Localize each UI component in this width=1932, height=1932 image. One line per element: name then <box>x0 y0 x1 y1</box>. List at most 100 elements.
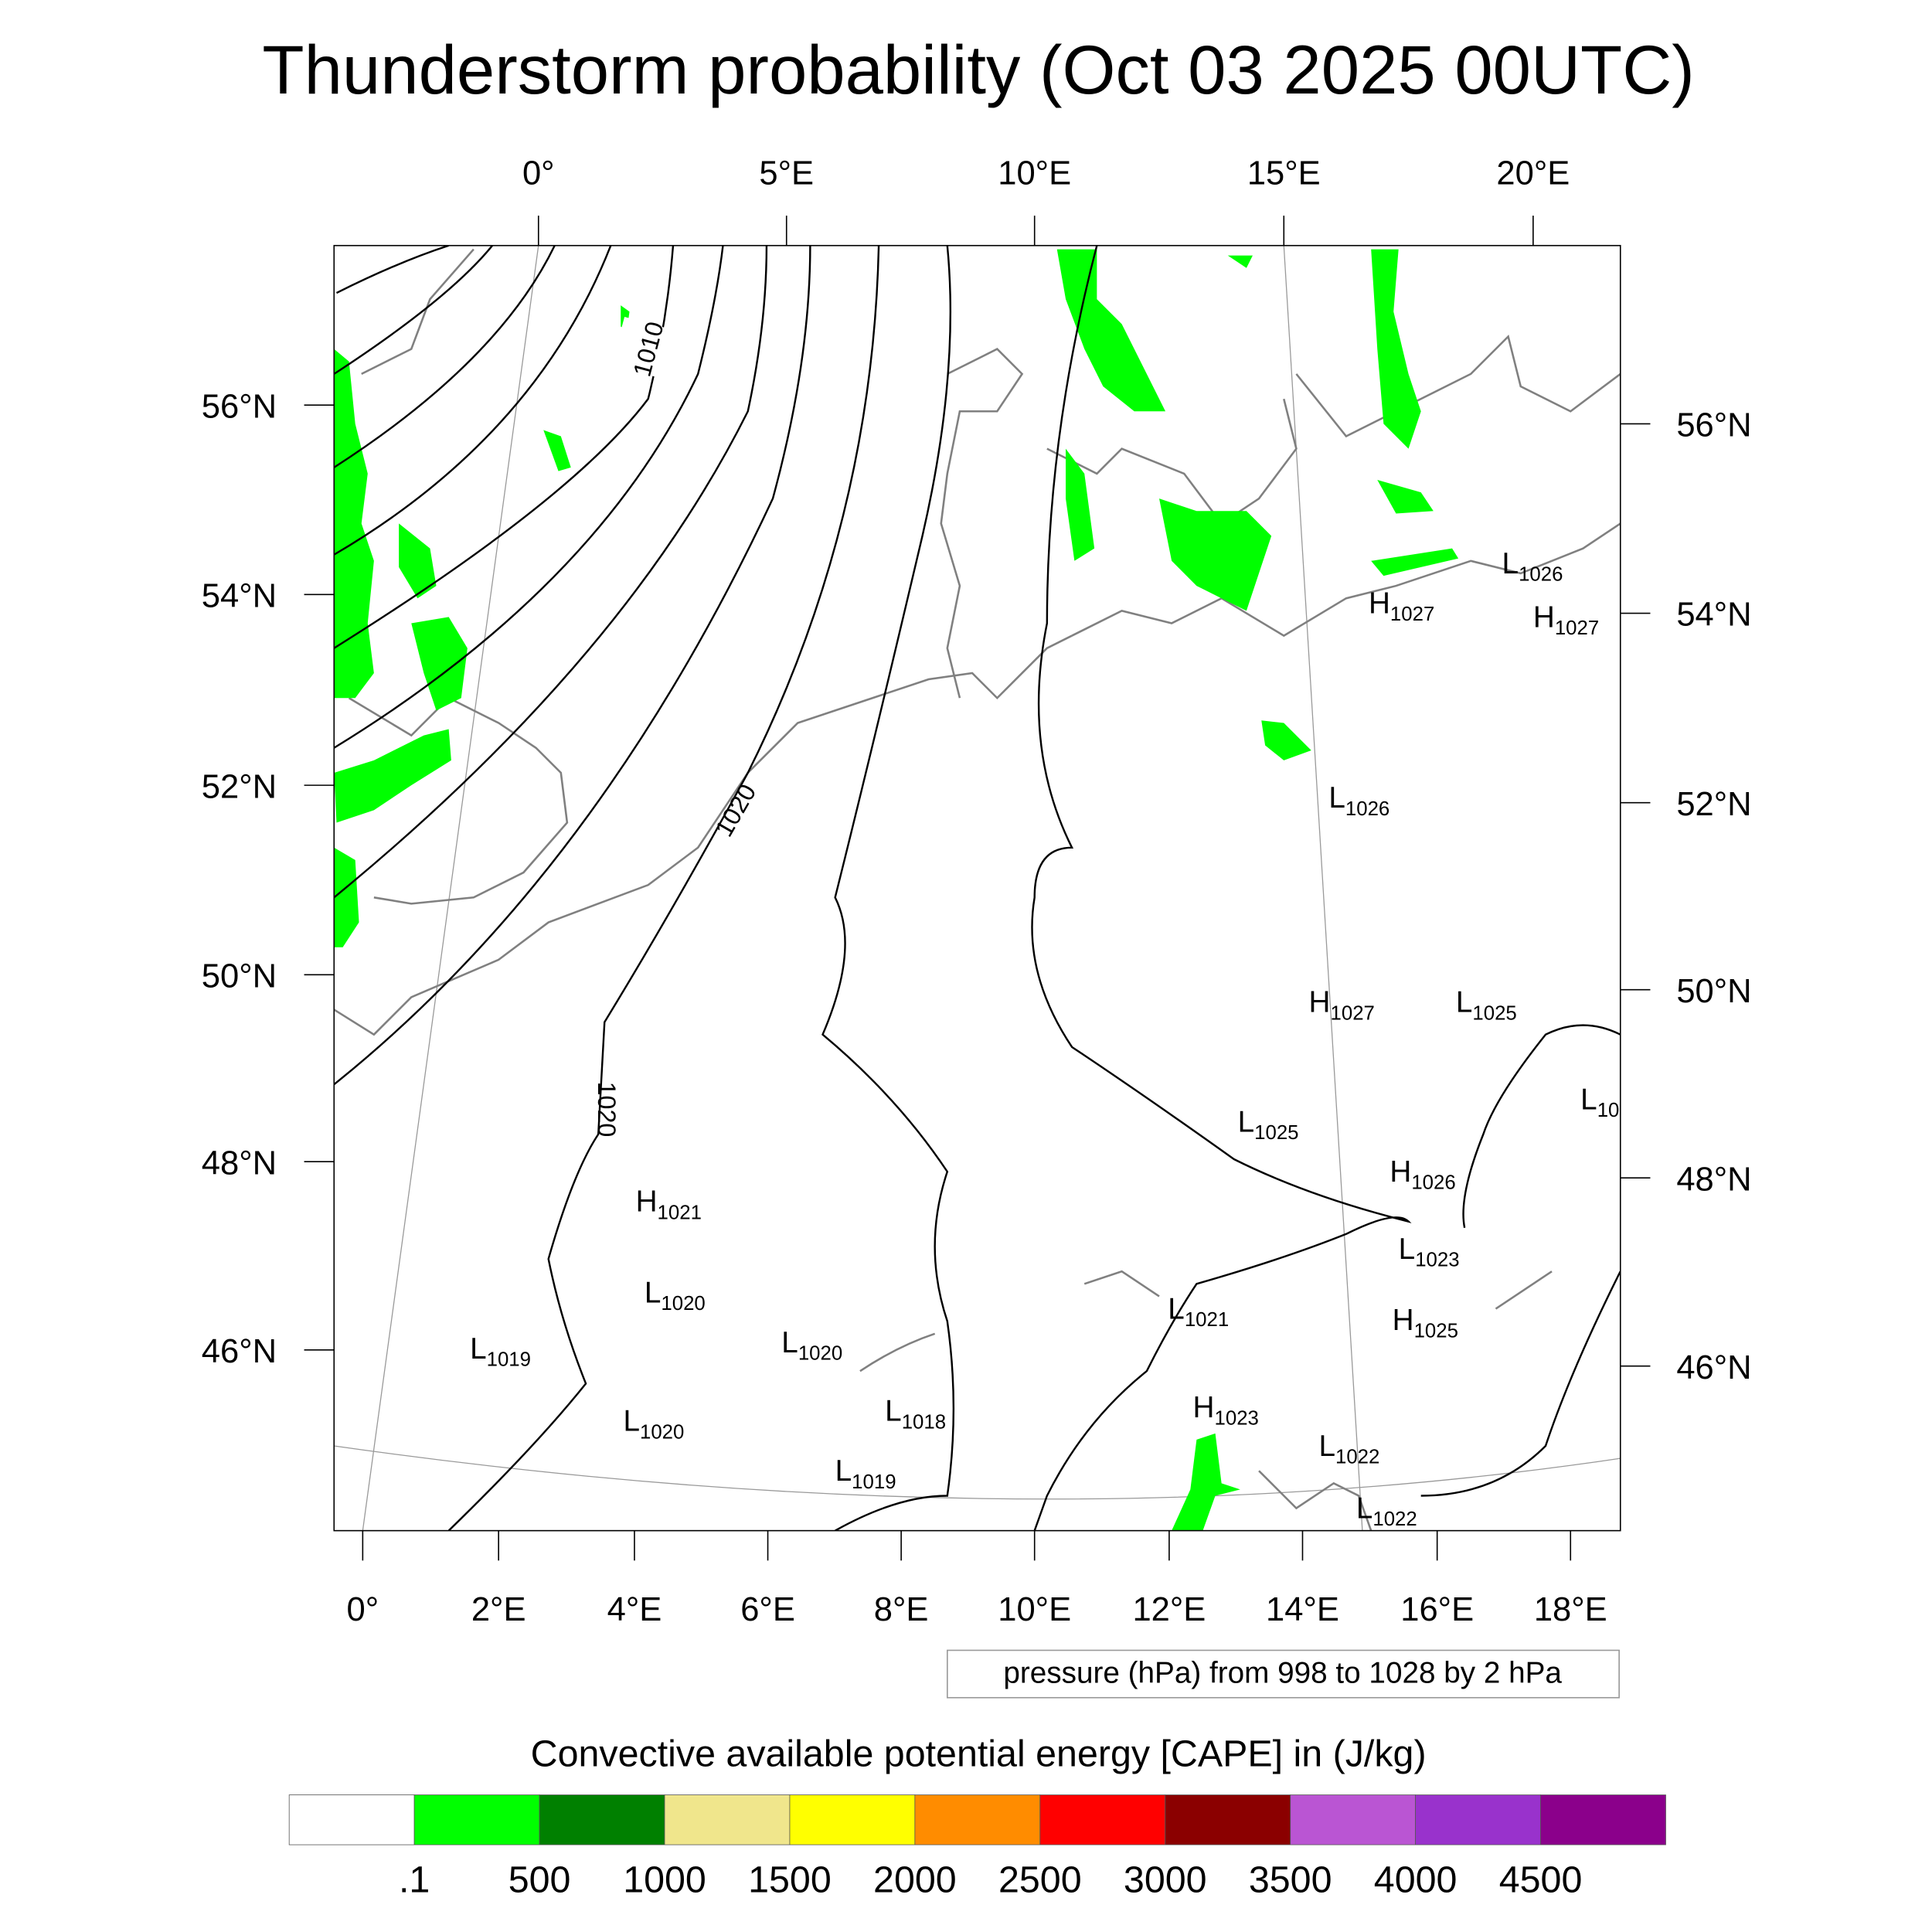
colorbar-label: 2500 <box>998 1859 1082 1900</box>
center-value: 1022 <box>1335 1447 1379 1468</box>
pressure-centers: H1021L1020L1019L1020L1020L1018L1019L1021… <box>470 547 1619 1530</box>
center-value: 1025 <box>1472 1002 1516 1024</box>
bottom-lon-label: 6°E <box>740 1591 795 1628</box>
center-type: L <box>645 1276 662 1309</box>
colorbar-label: 4000 <box>1374 1859 1458 1900</box>
colorbar-swatch <box>1415 1794 1541 1845</box>
top-lon-label: 0° <box>522 155 555 192</box>
left-lat-label: 46°N <box>202 1333 277 1370</box>
center-type: L <box>781 1326 798 1359</box>
pressure-center-low: L1020 <box>781 1326 842 1365</box>
top-lon-label: 10°E <box>998 155 1071 192</box>
colorbar-swatch <box>413 1794 540 1845</box>
center-type: L <box>1580 1083 1597 1116</box>
pressure-center-low: L1018 <box>885 1395 946 1434</box>
cape-areas <box>334 249 1459 1531</box>
center-type: H <box>636 1185 658 1219</box>
pressure-center-low: L10 <box>1580 1083 1619 1121</box>
pressure-center-low: L1022 <box>1356 1492 1417 1531</box>
colorbar-label: 1000 <box>623 1859 706 1900</box>
pressure-center-high: H1021 <box>636 1185 702 1224</box>
center-type: L <box>1356 1492 1373 1526</box>
left-lat-label: 56°N <box>202 388 277 425</box>
center-type: H <box>1389 1155 1411 1189</box>
colorbar-swatch <box>664 1794 791 1845</box>
center-value: 1025 <box>1414 1321 1458 1342</box>
bottom-lon-label: 0° <box>347 1591 379 1628</box>
right-lat-label: 52°N <box>1676 786 1751 823</box>
right-lat-label: 54°N <box>1676 597 1751 634</box>
colorbar-label: 500 <box>509 1859 571 1900</box>
center-value: 1027 <box>1331 1002 1375 1024</box>
left-lat-label: 48°N <box>202 1145 277 1182</box>
pressure-center-low: L1025 <box>1456 986 1517 1025</box>
contour-label-1020: 1020 <box>709 779 761 841</box>
right-lat-label: 48°N <box>1676 1161 1751 1198</box>
pressure-center-low: L1026 <box>1502 547 1563 586</box>
center-type: L <box>623 1405 640 1438</box>
center-type: H <box>1533 600 1555 634</box>
center-type: L <box>1318 1430 1335 1463</box>
pressure-center-low: L1019 <box>470 1332 531 1371</box>
center-type: H <box>1309 986 1331 1019</box>
center-value: 1026 <box>1345 798 1389 820</box>
pressure-center-low: L1023 <box>1399 1233 1460 1271</box>
center-type: L <box>1456 986 1473 1019</box>
bottom-lon-label: 16°E <box>1400 1591 1474 1628</box>
center-value: 1022 <box>1372 1509 1417 1530</box>
center-value: 1025 <box>1254 1122 1298 1144</box>
plot-frame <box>333 244 1621 1532</box>
colorbar-swatch <box>1039 1794 1166 1845</box>
center-value: 1020 <box>640 1421 684 1443</box>
center-value: 1027 <box>1390 604 1434 625</box>
pressure-center-low: L1020 <box>645 1276 706 1315</box>
pressure-center-high: H1026 <box>1389 1155 1455 1194</box>
axis-ticks <box>304 216 1651 1561</box>
center-value: 1023 <box>1415 1250 1459 1271</box>
center-value: 1020 <box>798 1343 842 1365</box>
center-value: 1027 <box>1555 617 1599 639</box>
center-type: H <box>1369 587 1390 621</box>
map-area: 1010 1020 1020 H1021L1020L1019L1020L1020… <box>334 245 1621 1531</box>
bottom-lon-label: 18°E <box>1534 1591 1607 1628</box>
center-value: 1018 <box>902 1411 946 1433</box>
left-lat-label: 54°N <box>202 577 277 614</box>
parallel-45n <box>334 1445 1621 1500</box>
center-type: L <box>1502 547 1519 580</box>
colorbar-label: 3500 <box>1249 1859 1332 1900</box>
bottom-lon-label: 10°E <box>998 1591 1071 1628</box>
colorbar-swatch <box>1290 1794 1417 1845</box>
colorbar-swatch <box>539 1794 665 1845</box>
pressure-center-low: L1021 <box>1168 1292 1229 1331</box>
center-value: 1026 <box>1519 564 1563 586</box>
pressure-center-low: L1022 <box>1318 1430 1379 1468</box>
right-lat-label: 46°N <box>1676 1349 1751 1386</box>
axis-tick-labels: 0° 5°E 10°E 15°E 20°E 0° 2°E 4°E 6°E 8°E 10°E 12°E 1… <box>202 155 1752 1628</box>
center-type: L <box>1168 1292 1185 1325</box>
center-type: H <box>1393 1304 1414 1337</box>
center-type: L <box>885 1395 902 1428</box>
center-value: 1020 <box>661 1293 705 1315</box>
right-lat-label: 50°N <box>1676 973 1751 1010</box>
colorbar-label: 1500 <box>748 1859 832 1900</box>
colorbar-swatch <box>1540 1794 1666 1845</box>
isobars <box>334 245 1621 1531</box>
pressure-center-high: H1023 <box>1193 1391 1259 1430</box>
colorbar-swatch <box>1165 1794 1291 1845</box>
center-value: 1026 <box>1411 1172 1455 1194</box>
center-type: L <box>835 1454 852 1488</box>
pressure-center-high: H1027 <box>1533 600 1599 639</box>
pressure-center-high: H1027 <box>1309 986 1375 1025</box>
meridian-15e <box>1283 245 1363 1531</box>
pressure-center-high: H1027 <box>1369 587 1434 626</box>
center-type: L <box>1328 781 1345 815</box>
center-value: 10 <box>1597 1100 1620 1121</box>
right-lat-label: 56°N <box>1676 407 1751 444</box>
colorbar-label: 2000 <box>873 1859 957 1900</box>
colorbar-label: 4500 <box>1499 1859 1583 1900</box>
center-type: L <box>470 1332 487 1366</box>
center-type: L <box>1399 1233 1416 1266</box>
pressure-center-low: L1019 <box>835 1454 896 1493</box>
bottom-lon-label: 4°E <box>607 1591 662 1628</box>
